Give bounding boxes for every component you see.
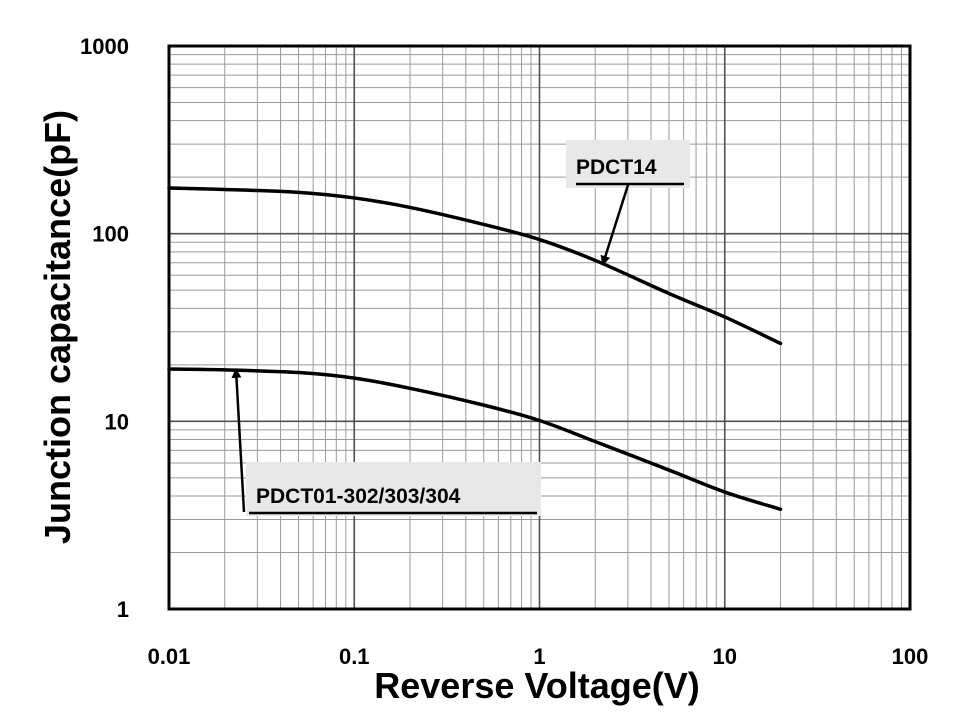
callout-arrow-pdct14 [600, 184, 630, 266]
y-axis-title: Junction capacitance(pF) [37, 110, 78, 544]
x-tick-label: 0.01 [148, 644, 191, 669]
y-tick-label: 1 [117, 597, 129, 622]
y-tick-label: 1000 [80, 34, 129, 59]
y-tick-labels: 1 10 100 1000 [80, 34, 129, 622]
x-axis-title: Reverse Voltage(V) [374, 665, 699, 706]
y-tick-label: 10 [105, 409, 129, 434]
x-tick-labels: 0.01 0.1 1 10 100 [148, 644, 929, 669]
callout-box-pdct14 [566, 140, 690, 188]
plot-frame [167, 44, 912, 611]
callout-label-pdct14: PDCT14 [576, 156, 657, 179]
x-tick-label: 0.1 [339, 644, 370, 669]
x-tick-label: 10 [713, 644, 737, 669]
x-tick-label: 100 [892, 644, 929, 669]
series-line-pdct14 [167, 186, 783, 346]
y-tick-label: 100 [92, 222, 129, 247]
callouts: PDCT14 PDCT01-302/303/304 [231, 140, 690, 516]
callout-arrow-pdct01-302-303-304 [231, 367, 246, 513]
x-tick-label: 1 [533, 644, 545, 669]
series-line-pdct01-302-303-304 [167, 367, 783, 512]
callout-box-pdct01-302-303-304 [246, 462, 541, 516]
series-layer [167, 186, 783, 512]
callout-label-pdct01-302-303-304: PDCT01-302/303/304 [256, 485, 461, 508]
